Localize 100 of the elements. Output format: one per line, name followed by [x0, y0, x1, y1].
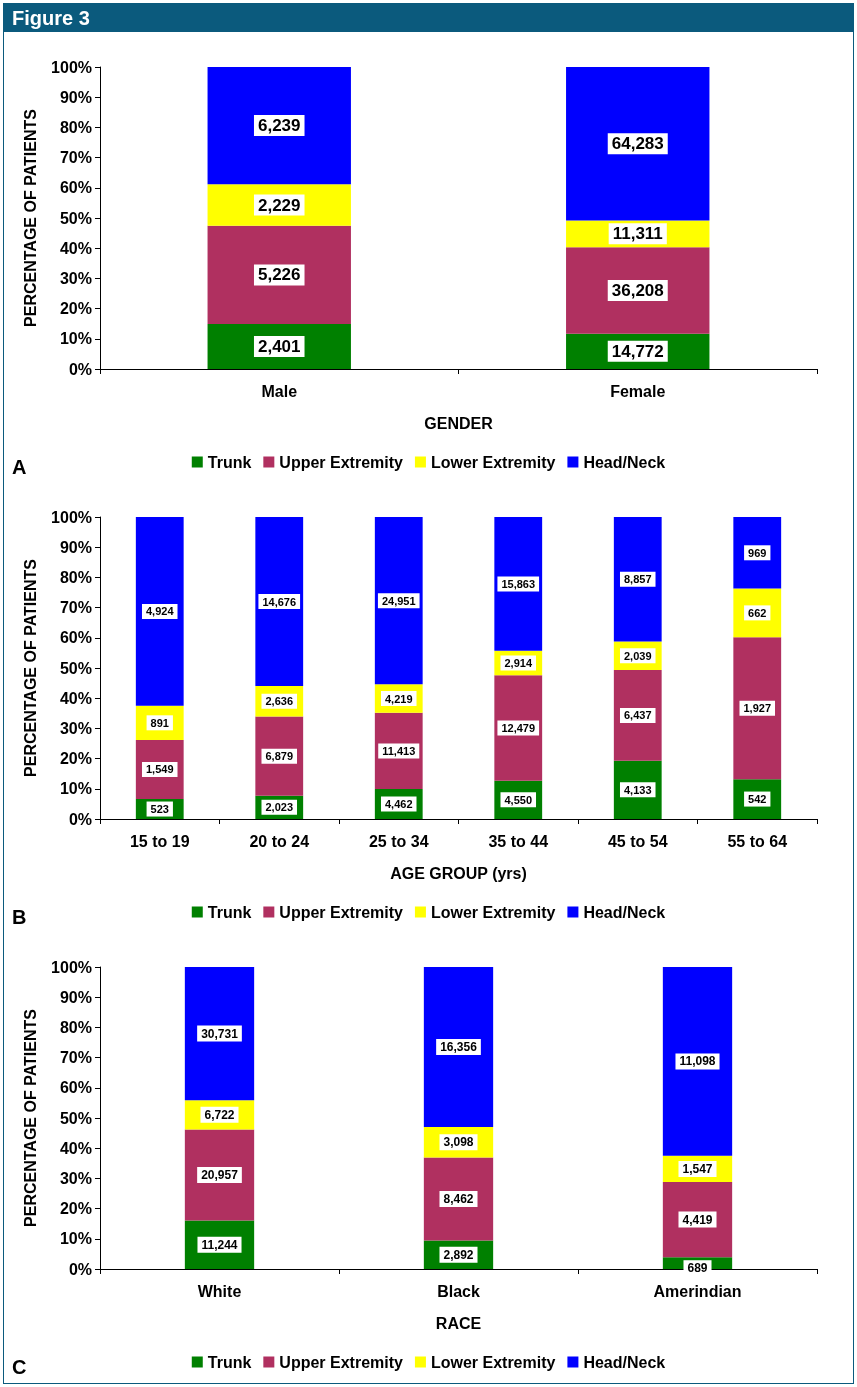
y-axis-title: PERCENTAGE OF PATIENTS	[21, 558, 39, 777]
annotation: 36,208	[611, 280, 664, 300]
bar	[662, 1182, 733, 1258]
y-tick-label: 90%	[59, 538, 92, 556]
annotation: 1,547	[682, 1161, 713, 1176]
x-tick-label: 20 to 24	[249, 832, 310, 850]
bar	[423, 1157, 494, 1241]
annotation: 2,636	[265, 695, 294, 708]
annotation: 969	[748, 546, 767, 559]
y-tick-label: 0%	[68, 810, 92, 828]
bar	[207, 225, 351, 324]
x-tick-label: White	[197, 1282, 242, 1300]
annotation: 2,914	[504, 657, 533, 670]
annotation: 891	[150, 716, 169, 729]
legend-label: Lower Extremity	[430, 1353, 556, 1371]
x-axis-title: AGE GROUP (yrs)	[390, 864, 527, 882]
annotation: 30,731	[201, 1026, 239, 1041]
y-tick-label: 20%	[59, 1200, 92, 1218]
bar	[255, 716, 304, 796]
legend-label: Head/Neck	[583, 1353, 666, 1371]
annotation: 11,413	[382, 744, 416, 757]
y-tick-label: 80%	[59, 118, 92, 136]
bar	[733, 637, 782, 780]
y-tick-label: 10%	[59, 330, 92, 348]
annotation: 8,462	[443, 1192, 474, 1207]
legend-label: Trunk	[207, 1353, 252, 1371]
annotation: 689	[687, 1261, 708, 1276]
bar	[184, 1129, 255, 1221]
annotation: 1,549	[145, 763, 174, 776]
legend-label: Upper Extremity	[279, 903, 404, 921]
y-tick-label: 0%	[68, 1260, 92, 1278]
x-tick-label: 55 to 64	[727, 832, 788, 850]
y-tick-label: 10%	[59, 1230, 92, 1248]
y-tick-label: 0%	[68, 360, 92, 378]
bar	[566, 67, 710, 221]
annotation: 4,550	[504, 793, 533, 806]
x-tick-label: 45 to 54	[607, 832, 668, 850]
y-tick-label: 30%	[59, 719, 92, 737]
y-axis-title: PERCENTAGE OF PATIENTS	[21, 108, 39, 327]
annotation: 4,462	[384, 798, 413, 811]
annotation: 6,879	[265, 750, 294, 763]
legend-label: Trunk	[207, 453, 252, 471]
annotation: 11,311	[612, 224, 663, 244]
annotation: 2,023	[265, 801, 294, 814]
annotation: 662	[748, 606, 767, 619]
x-tick-label: Amerindian	[653, 1282, 742, 1300]
bar	[184, 967, 255, 1101]
legend-label: Lower Extremity	[430, 453, 556, 471]
bar	[494, 517, 543, 651]
legend-label: Trunk	[207, 903, 252, 921]
y-tick-label: 60%	[59, 629, 92, 647]
annotation: 6,239	[257, 116, 301, 136]
x-tick-label: 25 to 34	[368, 832, 429, 850]
legend-label: Head/Neck	[583, 453, 666, 471]
annotation: 2,892	[443, 1247, 474, 1262]
y-tick-label: 100%	[51, 958, 92, 976]
bar	[566, 247, 710, 334]
bar	[207, 67, 351, 185]
y-tick-label: 30%	[59, 1169, 92, 1187]
y-tick-label: 50%	[59, 209, 92, 227]
x-tick-label: Male	[261, 382, 298, 400]
bar	[613, 517, 662, 642]
bar	[733, 517, 782, 589]
text: A	[12, 456, 27, 478]
legend-label: Upper Extremity	[279, 1353, 404, 1371]
legend-label: Head/Neck	[583, 903, 666, 921]
annotation: 11,244	[201, 1237, 238, 1252]
annotation: 4,133	[623, 783, 652, 796]
annotation: 24,951	[381, 594, 416, 607]
y-tick-label: 90%	[59, 88, 92, 106]
bar	[613, 670, 662, 761]
annotation: 3,098	[443, 1135, 474, 1150]
y-tick-label: 40%	[59, 239, 92, 257]
annotation: 16,356	[440, 1040, 478, 1055]
y-tick-label: 90%	[59, 988, 92, 1006]
y-tick-label: 100%	[51, 58, 92, 76]
y-tick-label: 100%	[51, 508, 92, 526]
legend-label: Lower Extremity	[430, 903, 556, 921]
bar	[494, 675, 543, 781]
bar	[135, 517, 184, 706]
y-axis-title: PERCENTAGE OF PATIENTS	[21, 1008, 39, 1227]
x-tick-label: 15 to 19	[129, 832, 190, 850]
annotation: 2,039	[623, 649, 652, 662]
annotation: 15,863	[501, 577, 536, 590]
y-tick-label: 60%	[59, 1079, 92, 1097]
bar	[423, 967, 494, 1128]
x-tick-label: Female	[610, 382, 666, 400]
legend-label: Upper Extremity	[279, 453, 404, 471]
y-tick-label: 40%	[59, 1139, 92, 1157]
bar	[662, 967, 733, 1156]
text: C	[12, 1356, 27, 1378]
annotation: 542	[748, 793, 767, 806]
y-tick-label: 20%	[59, 750, 92, 768]
y-tick-label: 40%	[59, 689, 92, 707]
y-tick-label: 80%	[59, 1018, 92, 1036]
annotation: 2,229	[257, 195, 301, 215]
annotation: 64,283	[611, 134, 664, 154]
y-tick-label: 20%	[59, 300, 92, 318]
annotation: 20,957	[201, 1167, 239, 1182]
y-tick-label: 50%	[59, 1109, 92, 1127]
